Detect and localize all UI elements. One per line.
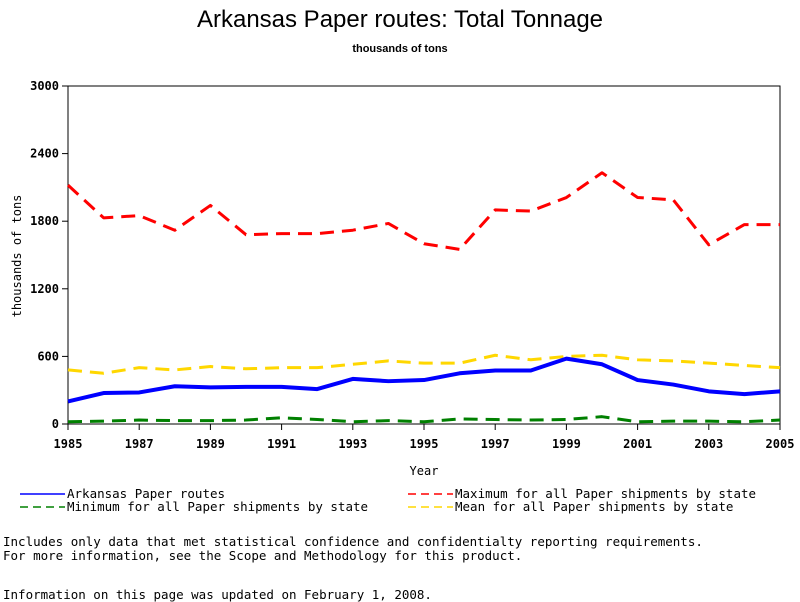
x-tick-label: 1997 xyxy=(481,437,510,451)
footnote-line-2: For more information, see the Scope and … xyxy=(3,548,523,563)
legend-label-1: Maximum for all Paper shipments by state xyxy=(455,486,756,501)
y-axis-label: thousands of tons xyxy=(10,195,24,318)
series-line-1 xyxy=(66,171,780,251)
legend: Arkansas Paper routes Maximum for all Pap… xyxy=(20,486,756,514)
series-line-3 xyxy=(67,353,781,375)
chart-axes: 0 600 1200 1800 2400 3000 1985 1987 1989 1991 1993… xyxy=(30,79,794,451)
x-tick-label: 1991 xyxy=(267,437,296,451)
y-tick-label: 1800 xyxy=(30,214,59,228)
x-axis-label: Year xyxy=(410,464,439,478)
y-tick-label: 1200 xyxy=(30,282,59,296)
footnotes: Includes only data that met statistical … xyxy=(3,535,703,563)
y-tick-label: 0 xyxy=(52,417,59,431)
y-tick-label: 600 xyxy=(37,349,59,363)
chart-title: Arkansas Paper routes: Total Tonnage xyxy=(196,6,604,33)
line-chart: 0 600 1200 1800 2400 3000 1985 1987 1989 1991 1993… xyxy=(10,79,794,514)
x-tick-label: 2005 xyxy=(766,437,795,451)
y-tick-label: 2400 xyxy=(30,147,59,161)
footnote-line-1: Includes only data that met statistical … xyxy=(3,534,703,549)
x-tick-label: 1987 xyxy=(125,437,154,451)
chart-subtitle: thousands of tons xyxy=(352,43,448,55)
x-tick-label: 1999 xyxy=(552,437,581,451)
legend-label-3: Mean for all Paper shipments by state xyxy=(455,499,733,514)
x-tick-label: 2003 xyxy=(694,437,723,451)
series-layer xyxy=(66,171,781,424)
legend-label-0: Arkansas Paper routes xyxy=(67,486,225,501)
x-tick-label: 2001 xyxy=(623,437,652,451)
update-notice: Information on this page was updated on … xyxy=(3,587,432,602)
y-tick-label: 3000 xyxy=(30,79,59,93)
legend-label-2: Minimum for all Paper shipments by state xyxy=(67,499,368,514)
x-tick-label: 1985 xyxy=(54,437,83,451)
plot-frame xyxy=(67,85,781,425)
x-tick-label: 1989 xyxy=(196,437,225,451)
x-tick-label: 1995 xyxy=(410,437,439,451)
series-line-2 xyxy=(67,415,781,424)
x-tick-label: 1993 xyxy=(338,437,367,451)
series-line-0 xyxy=(67,356,781,404)
